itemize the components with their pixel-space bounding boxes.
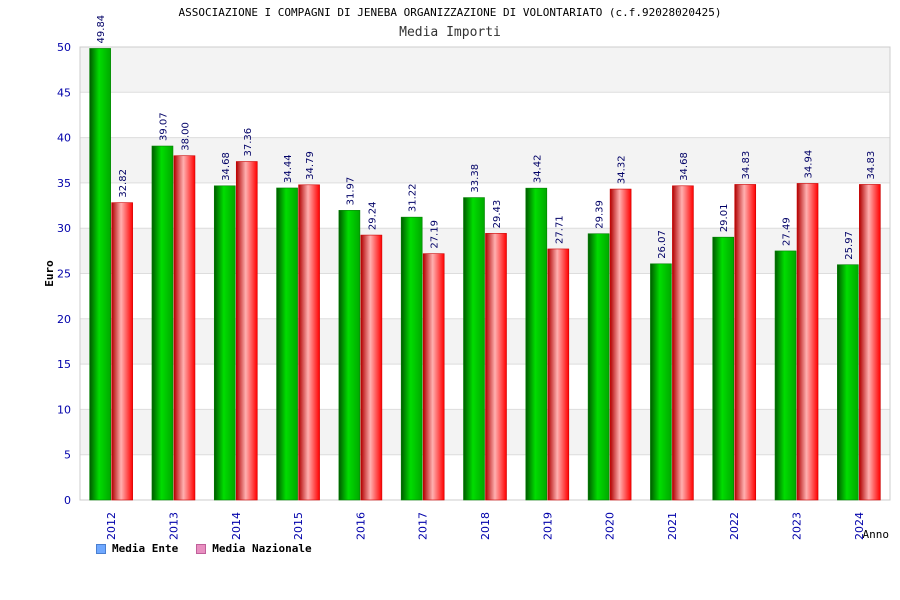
x-tick-label: 2021 <box>666 512 679 540</box>
bar-media-nazionale <box>609 188 632 501</box>
bar-media-ente <box>774 250 797 501</box>
legend: Media Ente Media Nazionale <box>96 542 312 555</box>
bar-media-ente <box>525 187 548 501</box>
bar-media-ente <box>213 185 236 501</box>
bar-media-nazionale <box>734 184 757 501</box>
bar-media-nazionale <box>111 202 133 501</box>
bar-media-ente <box>338 210 361 501</box>
bar-media-nazionale <box>298 184 320 501</box>
data-label: 29.01 <box>719 204 730 233</box>
x-tick-label: 2012 <box>105 512 118 540</box>
y-tick-label: 10 <box>57 403 71 416</box>
x-tick-label: 2020 <box>604 512 617 540</box>
data-label: 39.07 <box>158 112 169 141</box>
y-tick-label: 40 <box>57 132 71 145</box>
grid-band <box>80 182 890 229</box>
bar-media-nazionale <box>672 185 694 501</box>
data-label: 27.19 <box>430 220 441 249</box>
y-axis-label: Euro <box>43 260 56 287</box>
grid-band <box>80 228 890 274</box>
data-label: 34.42 <box>532 155 543 184</box>
legend-label-media-ente: Media Ente <box>112 542 179 555</box>
grid-band <box>80 409 890 455</box>
data-label: 34.83 <box>866 151 877 180</box>
x-tick-label: 2015 <box>292 512 305 540</box>
grid-band <box>80 47 890 93</box>
data-label: 34.68 <box>221 152 232 181</box>
y-tick-label: 5 <box>64 449 71 462</box>
bar-media-nazionale <box>485 233 507 501</box>
y-tick-label: 35 <box>57 177 71 190</box>
data-label: 34.44 <box>283 154 294 183</box>
y-tick-label: 0 <box>64 494 71 507</box>
x-tick-label: 2024 <box>853 512 866 540</box>
y-tick-label: 25 <box>57 268 71 281</box>
bar-media-nazionale <box>547 248 570 501</box>
grid-band <box>80 137 890 183</box>
bar-media-nazionale <box>235 161 258 501</box>
data-label: 37.36 <box>243 128 254 157</box>
x-axis-label: Anno <box>863 528 890 541</box>
data-label: 34.68 <box>679 152 690 181</box>
bar-media-ente <box>463 197 485 501</box>
x-tick-label: 2018 <box>479 512 492 540</box>
bar-media-ente <box>89 48 111 501</box>
legend-swatch-media-nazionale <box>196 543 207 554</box>
data-label: 27.49 <box>782 217 793 246</box>
data-label: 34.94 <box>804 150 815 179</box>
legend-swatch-media-ente <box>96 543 106 554</box>
legend-label-media-nazionale: Media Nazionale <box>212 542 312 555</box>
x-tick-label: 2014 <box>230 512 243 540</box>
data-label: 27.71 <box>554 215 565 244</box>
data-label: 33.38 <box>470 164 481 193</box>
legend-item-media-ente: Media Ente <box>96 542 178 555</box>
data-label: 34.32 <box>617 155 628 184</box>
data-label: 29.39 <box>595 200 606 229</box>
x-tick-label: 2013 <box>167 512 180 540</box>
bar-media-nazionale <box>173 155 196 501</box>
bar-media-nazionale <box>859 184 881 501</box>
chart-title: ASSOCIAZIONE I COMPAGNI DI JENEBA ORGANI… <box>178 6 722 19</box>
bar-media-ente <box>650 263 672 501</box>
data-label: 38.00 <box>180 122 191 151</box>
y-tick-label: 15 <box>57 358 71 371</box>
y-tick-label: 20 <box>57 313 71 326</box>
data-label: 26.07 <box>657 230 668 259</box>
x-tick-label: 2022 <box>728 512 741 540</box>
bar-media-ente <box>400 216 423 501</box>
bar-media-ente <box>712 236 735 501</box>
bar-media-ente <box>587 233 610 501</box>
plot-border <box>79 46 891 501</box>
data-label: 49.84 <box>96 15 107 44</box>
data-label: 31.97 <box>345 177 356 206</box>
data-label: 25.97 <box>844 231 855 260</box>
bar-media-nazionale <box>360 234 383 501</box>
grid-band <box>80 92 890 138</box>
grid-band <box>80 273 890 319</box>
x-tick-label: 2019 <box>541 512 554 540</box>
data-label: 29.24 <box>367 201 378 230</box>
chart-subtitle: Media Importi <box>399 25 501 40</box>
bar-media-ente <box>276 187 298 501</box>
bar-media-ente <box>151 145 174 501</box>
data-label: 31.22 <box>408 184 419 213</box>
grid-band <box>80 318 890 365</box>
data-label: 34.79 <box>305 151 316 180</box>
grid-band <box>80 364 890 410</box>
x-tick-label: 2017 <box>417 512 430 540</box>
data-label: 32.82 <box>118 169 129 198</box>
y-tick-label: 50 <box>57 41 71 54</box>
bar-media-nazionale <box>422 253 445 501</box>
x-tick-label: 2023 <box>791 512 804 540</box>
data-label: 34.83 <box>741 151 752 180</box>
data-label: 29.43 <box>492 200 503 229</box>
grid-band <box>80 454 890 500</box>
y-tick-label: 30 <box>57 222 71 235</box>
bar-media-nazionale <box>796 183 819 501</box>
bar-media-ente <box>837 264 859 501</box>
y-tick-label: 45 <box>57 86 71 99</box>
legend-item-media-nazionale: Media Nazionale <box>196 542 312 555</box>
x-tick-label: 2016 <box>354 512 367 540</box>
